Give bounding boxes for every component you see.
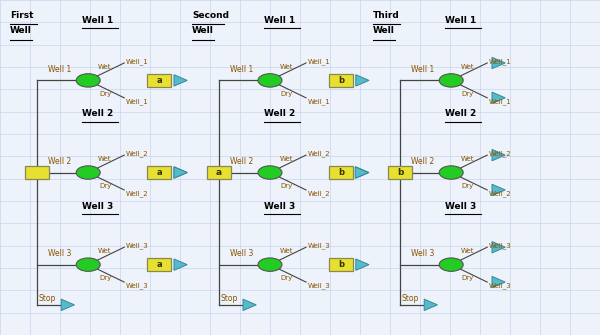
Polygon shape xyxy=(174,167,187,178)
Polygon shape xyxy=(424,299,437,311)
Text: Well 1: Well 1 xyxy=(49,65,71,74)
Text: Well_3: Well_3 xyxy=(489,282,512,289)
Text: Well_2: Well_2 xyxy=(489,190,512,197)
Text: Wet: Wet xyxy=(280,156,293,162)
Text: Well_2: Well_2 xyxy=(308,150,331,157)
Text: Wet: Wet xyxy=(280,248,293,254)
Text: b: b xyxy=(338,76,344,85)
Circle shape xyxy=(439,74,463,87)
Text: Wet: Wet xyxy=(98,248,112,254)
Text: Well_1: Well_1 xyxy=(126,98,149,105)
Text: Well 3: Well 3 xyxy=(445,202,476,210)
Bar xyxy=(147,166,171,179)
Text: Dry: Dry xyxy=(462,91,474,97)
Bar xyxy=(25,166,49,179)
Text: Stop: Stop xyxy=(401,294,419,303)
Polygon shape xyxy=(492,242,505,253)
Polygon shape xyxy=(355,167,368,178)
Circle shape xyxy=(439,166,463,179)
Text: Well: Well xyxy=(10,26,32,35)
Circle shape xyxy=(76,166,100,179)
Text: Dry: Dry xyxy=(281,183,293,189)
Text: Well_2: Well_2 xyxy=(126,190,149,197)
Text: Dry: Dry xyxy=(99,275,111,281)
Text: Well_1: Well_1 xyxy=(126,58,149,65)
Text: Well 3: Well 3 xyxy=(49,249,71,258)
Bar xyxy=(147,258,171,271)
Text: Well_2: Well_2 xyxy=(308,190,331,197)
Text: Wet: Wet xyxy=(98,64,112,70)
Text: Well_3: Well_3 xyxy=(308,282,331,289)
Text: Well 2: Well 2 xyxy=(49,157,71,166)
Text: a: a xyxy=(156,76,162,85)
Text: Dry: Dry xyxy=(99,91,111,97)
Polygon shape xyxy=(492,184,505,196)
Text: Well 2: Well 2 xyxy=(445,110,476,118)
Polygon shape xyxy=(492,149,505,161)
Text: a: a xyxy=(216,168,222,177)
Circle shape xyxy=(258,74,282,87)
Polygon shape xyxy=(492,57,505,69)
Bar xyxy=(207,166,231,179)
Text: Well_1: Well_1 xyxy=(308,98,331,105)
Text: Dry: Dry xyxy=(281,275,293,281)
Text: Wet: Wet xyxy=(461,248,475,254)
Text: Well_2: Well_2 xyxy=(489,150,512,157)
Circle shape xyxy=(76,74,100,87)
Text: Well 1: Well 1 xyxy=(412,65,434,74)
Text: Well 2: Well 2 xyxy=(230,157,253,166)
Circle shape xyxy=(439,258,463,271)
Text: Second: Second xyxy=(192,11,229,19)
Text: Third: Third xyxy=(373,11,400,19)
Polygon shape xyxy=(61,299,74,311)
Text: First: First xyxy=(10,11,34,19)
Text: Well 2: Well 2 xyxy=(412,157,434,166)
Text: a: a xyxy=(156,168,162,177)
Text: b: b xyxy=(338,260,344,269)
Circle shape xyxy=(76,258,100,271)
Text: Well 3: Well 3 xyxy=(82,202,113,210)
Polygon shape xyxy=(492,92,505,104)
Text: Wet: Wet xyxy=(98,156,112,162)
Text: Well 1: Well 1 xyxy=(264,16,295,24)
Text: b: b xyxy=(338,168,344,177)
Text: Wet: Wet xyxy=(461,156,475,162)
Text: b: b xyxy=(397,168,403,177)
Text: a: a xyxy=(156,260,162,269)
Text: Well_3: Well_3 xyxy=(126,242,149,249)
Text: Wet: Wet xyxy=(461,64,475,70)
Text: Wet: Wet xyxy=(280,64,293,70)
Text: Well_3: Well_3 xyxy=(126,282,149,289)
Text: Dry: Dry xyxy=(462,183,474,189)
Polygon shape xyxy=(174,167,187,178)
Polygon shape xyxy=(356,75,369,86)
Text: Stop: Stop xyxy=(220,294,238,303)
Polygon shape xyxy=(356,167,369,178)
Text: Well_1: Well_1 xyxy=(489,98,512,105)
Text: Well 3: Well 3 xyxy=(264,202,295,210)
Text: Well 1: Well 1 xyxy=(445,16,476,24)
Bar xyxy=(329,166,353,179)
Text: Well: Well xyxy=(373,26,395,35)
Text: Well 1: Well 1 xyxy=(230,65,253,74)
Text: Well_1: Well_1 xyxy=(489,58,512,65)
Polygon shape xyxy=(174,75,187,86)
Polygon shape xyxy=(243,299,256,311)
Text: Dry: Dry xyxy=(281,91,293,97)
Text: Well 3: Well 3 xyxy=(412,249,434,258)
Polygon shape xyxy=(492,276,505,288)
Bar xyxy=(147,74,171,87)
Polygon shape xyxy=(174,259,187,270)
Bar xyxy=(388,166,412,179)
Text: Stop: Stop xyxy=(38,294,56,303)
Text: Well 1: Well 1 xyxy=(82,16,113,24)
Bar xyxy=(329,74,353,87)
Bar xyxy=(329,258,353,271)
Text: Well: Well xyxy=(192,26,214,35)
Text: Well_2: Well_2 xyxy=(126,150,149,157)
Text: Well_3: Well_3 xyxy=(308,242,331,249)
Text: Well_3: Well_3 xyxy=(489,242,512,249)
Polygon shape xyxy=(356,259,369,270)
Circle shape xyxy=(258,166,282,179)
